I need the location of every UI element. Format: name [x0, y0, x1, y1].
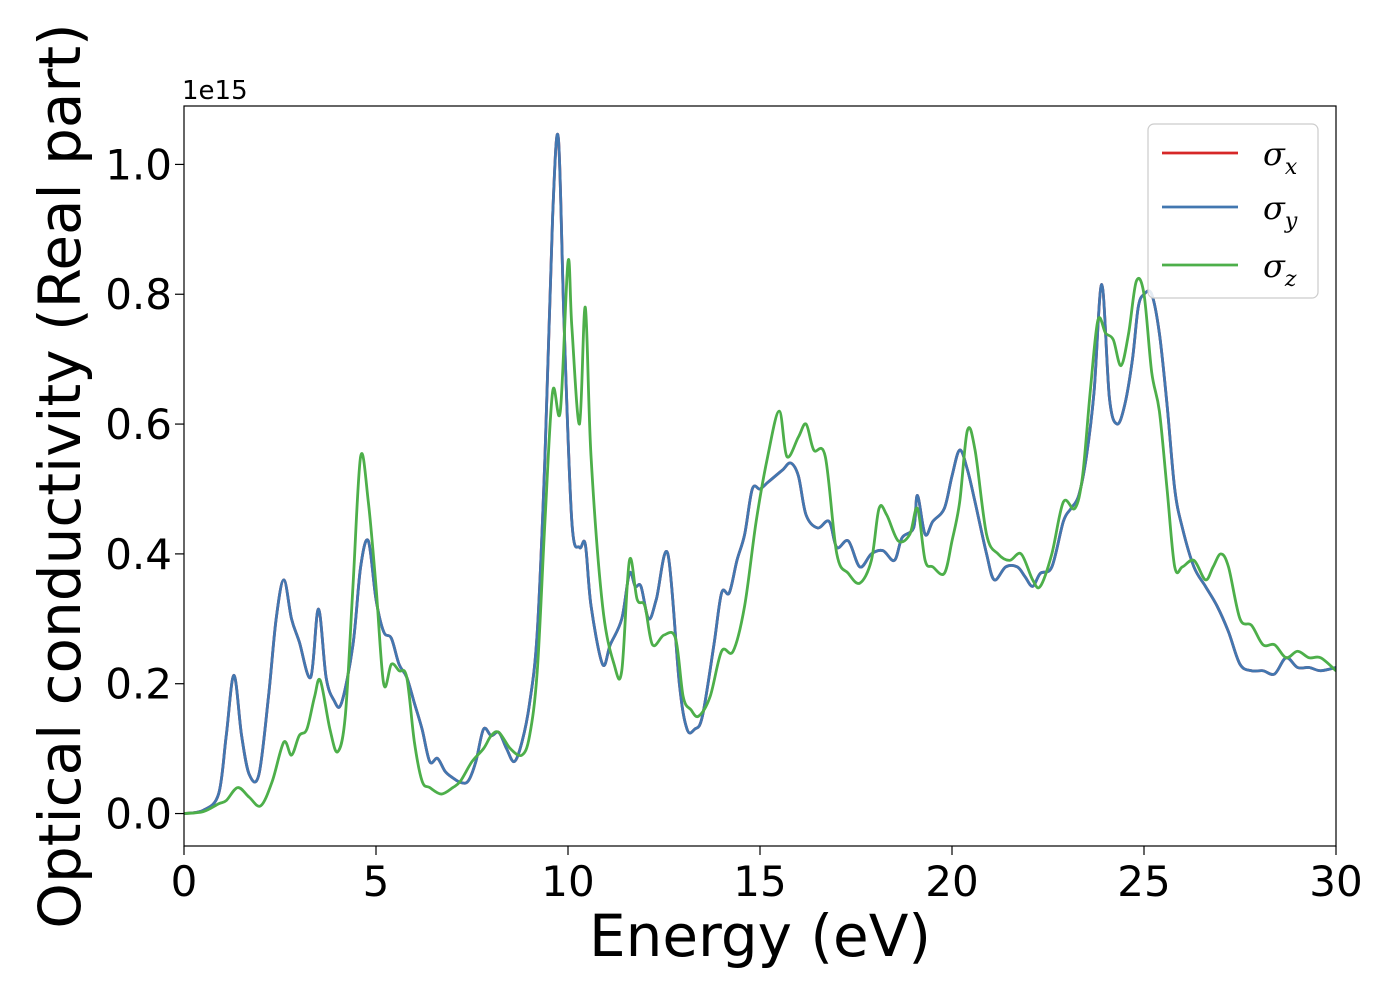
x-axis-label: Energy (eV): [589, 902, 931, 970]
x-axis: 0 5 10 15 20 25 30: [171, 846, 1363, 906]
x-tick-label: 15: [733, 857, 786, 906]
series-layer: [184, 132, 1336, 815]
x-tick-label: 10: [541, 857, 594, 906]
legend-label-sigma-z: σz: [1263, 247, 1297, 292]
x-tick-label: 25: [1117, 857, 1170, 906]
legend: σx σy σz: [1147, 123, 1319, 299]
x-tick-label: 0: [171, 857, 198, 906]
legend-box: [1147, 123, 1319, 299]
x-tick-label: 30: [1309, 857, 1362, 906]
y-tick-label: 0.0: [105, 790, 172, 839]
y-axis-label: Optical conductivity (Real part): [26, 23, 94, 928]
y-axis: 0.0 0.2 0.4 0.6 0.8 1.0: [105, 140, 184, 839]
y-tick-label: 0.6: [105, 400, 172, 449]
y-tick-label: 0.2: [105, 660, 172, 709]
y-tick-label: 1.0: [105, 140, 172, 189]
series-line-sigma-z: [184, 258, 1336, 815]
x-tick-label: 20: [925, 857, 978, 906]
y-tick-label: 0.8: [105, 270, 172, 319]
y-offset-label: 1e15: [182, 76, 248, 106]
legend-label-sigma-y: σy: [1263, 189, 1298, 234]
x-tick-label: 5: [363, 857, 390, 906]
y-tick-label: 0.4: [105, 530, 172, 579]
legend-label-sigma-x: σx: [1263, 135, 1298, 180]
series-line-sigma-y: [184, 132, 1336, 815]
